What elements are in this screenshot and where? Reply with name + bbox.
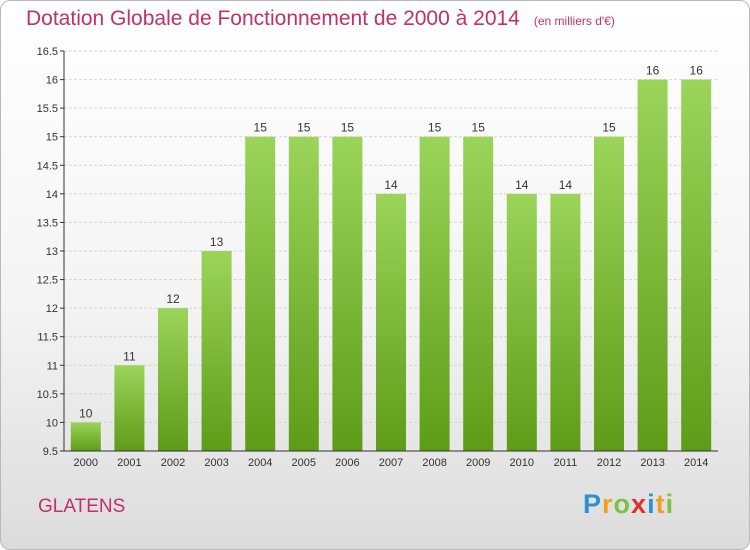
commune-name: GLATENS [38, 496, 126, 517]
x-tick-label: 2001 [117, 457, 141, 469]
data-label: 16 [646, 64, 660, 78]
x-tick-label: 2004 [248, 457, 272, 469]
bar [70, 422, 101, 451]
x-tick-label: 2012 [597, 457, 621, 469]
y-tick-label: 11.5 [37, 332, 58, 344]
bar [288, 136, 319, 451]
data-label: 15 [254, 121, 268, 135]
logo-letter: r [602, 489, 614, 519]
data-label: 12 [166, 292, 180, 306]
x-tick-label: 2011 [554, 457, 578, 469]
chart-title: Dotation Globale de Fonctionnement de 20… [26, 7, 520, 30]
chart-title-block: Dotation Globale de Fonctionnement de 20… [26, 7, 615, 31]
y-tick-label: 14 [46, 189, 58, 201]
logo-letter: i [665, 489, 675, 519]
data-label: 15 [428, 121, 442, 135]
y-tick-label: 13.5 [37, 217, 58, 229]
bar [376, 193, 406, 451]
y-tick-label: 10.5 [37, 389, 58, 401]
y-tick-label: 15 [46, 132, 58, 144]
x-tick-label: 2010 [510, 457, 534, 469]
bar [332, 136, 363, 451]
x-tick-label: 2014 [684, 457, 708, 469]
x-tick-label: 2002 [161, 457, 185, 469]
y-tick-label: 14.5 [37, 160, 58, 172]
logo-letter: x [631, 489, 648, 519]
y-tick-label: 12.5 [37, 275, 58, 287]
data-label: 14 [384, 178, 398, 192]
y-tick-label: 15.5 [37, 103, 58, 115]
y-tick-labels: 9.5 10 10.5 11 11.5 12 12.5 13 13.5 14 14.5 15 15.5 1… [37, 46, 58, 458]
y-tick-label: 9.5 [43, 446, 58, 458]
x-tick-label: 2000 [74, 457, 98, 469]
logo-letter: t [655, 489, 666, 519]
data-label: 16 [690, 64, 704, 78]
logo-letter: o [613, 489, 632, 519]
data-label: 15 [472, 121, 486, 135]
logo-letter: P [583, 489, 603, 519]
x-tick-label: 2003 [204, 457, 228, 469]
y-tick-label: 12 [46, 303, 58, 315]
bar [463, 136, 494, 451]
x-tick-labels: 2000 2001 2002 2003 2004 2005 2006 2007 2008 2009… [74, 457, 709, 469]
x-tick-label: 2006 [335, 457, 359, 469]
unit-note: (en milliers d'€) [533, 14, 615, 28]
bar [419, 136, 450, 451]
data-label: 11 [123, 349, 136, 363]
y-tick-label: 16 [46, 75, 58, 87]
y-tick-label: 13 [46, 246, 58, 258]
bar [114, 365, 145, 451]
data-label: 10 [79, 406, 93, 420]
x-tick-label: 2005 [292, 457, 316, 469]
data-label: 14 [515, 178, 529, 192]
bars [70, 79, 712, 452]
data-label: 13 [210, 235, 224, 249]
axes [63, 51, 718, 452]
bar [681, 79, 712, 452]
bar [201, 251, 232, 451]
bar [506, 193, 537, 451]
y-tick-label: 16.5 [37, 46, 58, 58]
data-label: 15 [341, 121, 355, 135]
data-labels: 10 11 12 13 15 15 15 14 15 15 14 14 15 16 16 [79, 64, 703, 421]
bar [594, 136, 624, 451]
logo-letter: i [647, 489, 656, 519]
y-tick-label: 11 [47, 360, 58, 372]
x-tick-label: 2009 [466, 457, 490, 469]
data-label: 15 [297, 121, 311, 135]
y-tick-label: 10 [46, 417, 58, 429]
bar [637, 79, 668, 452]
bar [158, 308, 188, 451]
x-tick-label: 2013 [640, 457, 664, 469]
x-tick-label: 2007 [379, 457, 403, 469]
bar [245, 136, 276, 451]
proxiti-logo: Proxiti [583, 489, 674, 520]
x-tick-label: 2008 [422, 457, 446, 469]
bar [550, 193, 581, 451]
data-label: 14 [559, 178, 573, 192]
data-label: 15 [602, 121, 616, 135]
